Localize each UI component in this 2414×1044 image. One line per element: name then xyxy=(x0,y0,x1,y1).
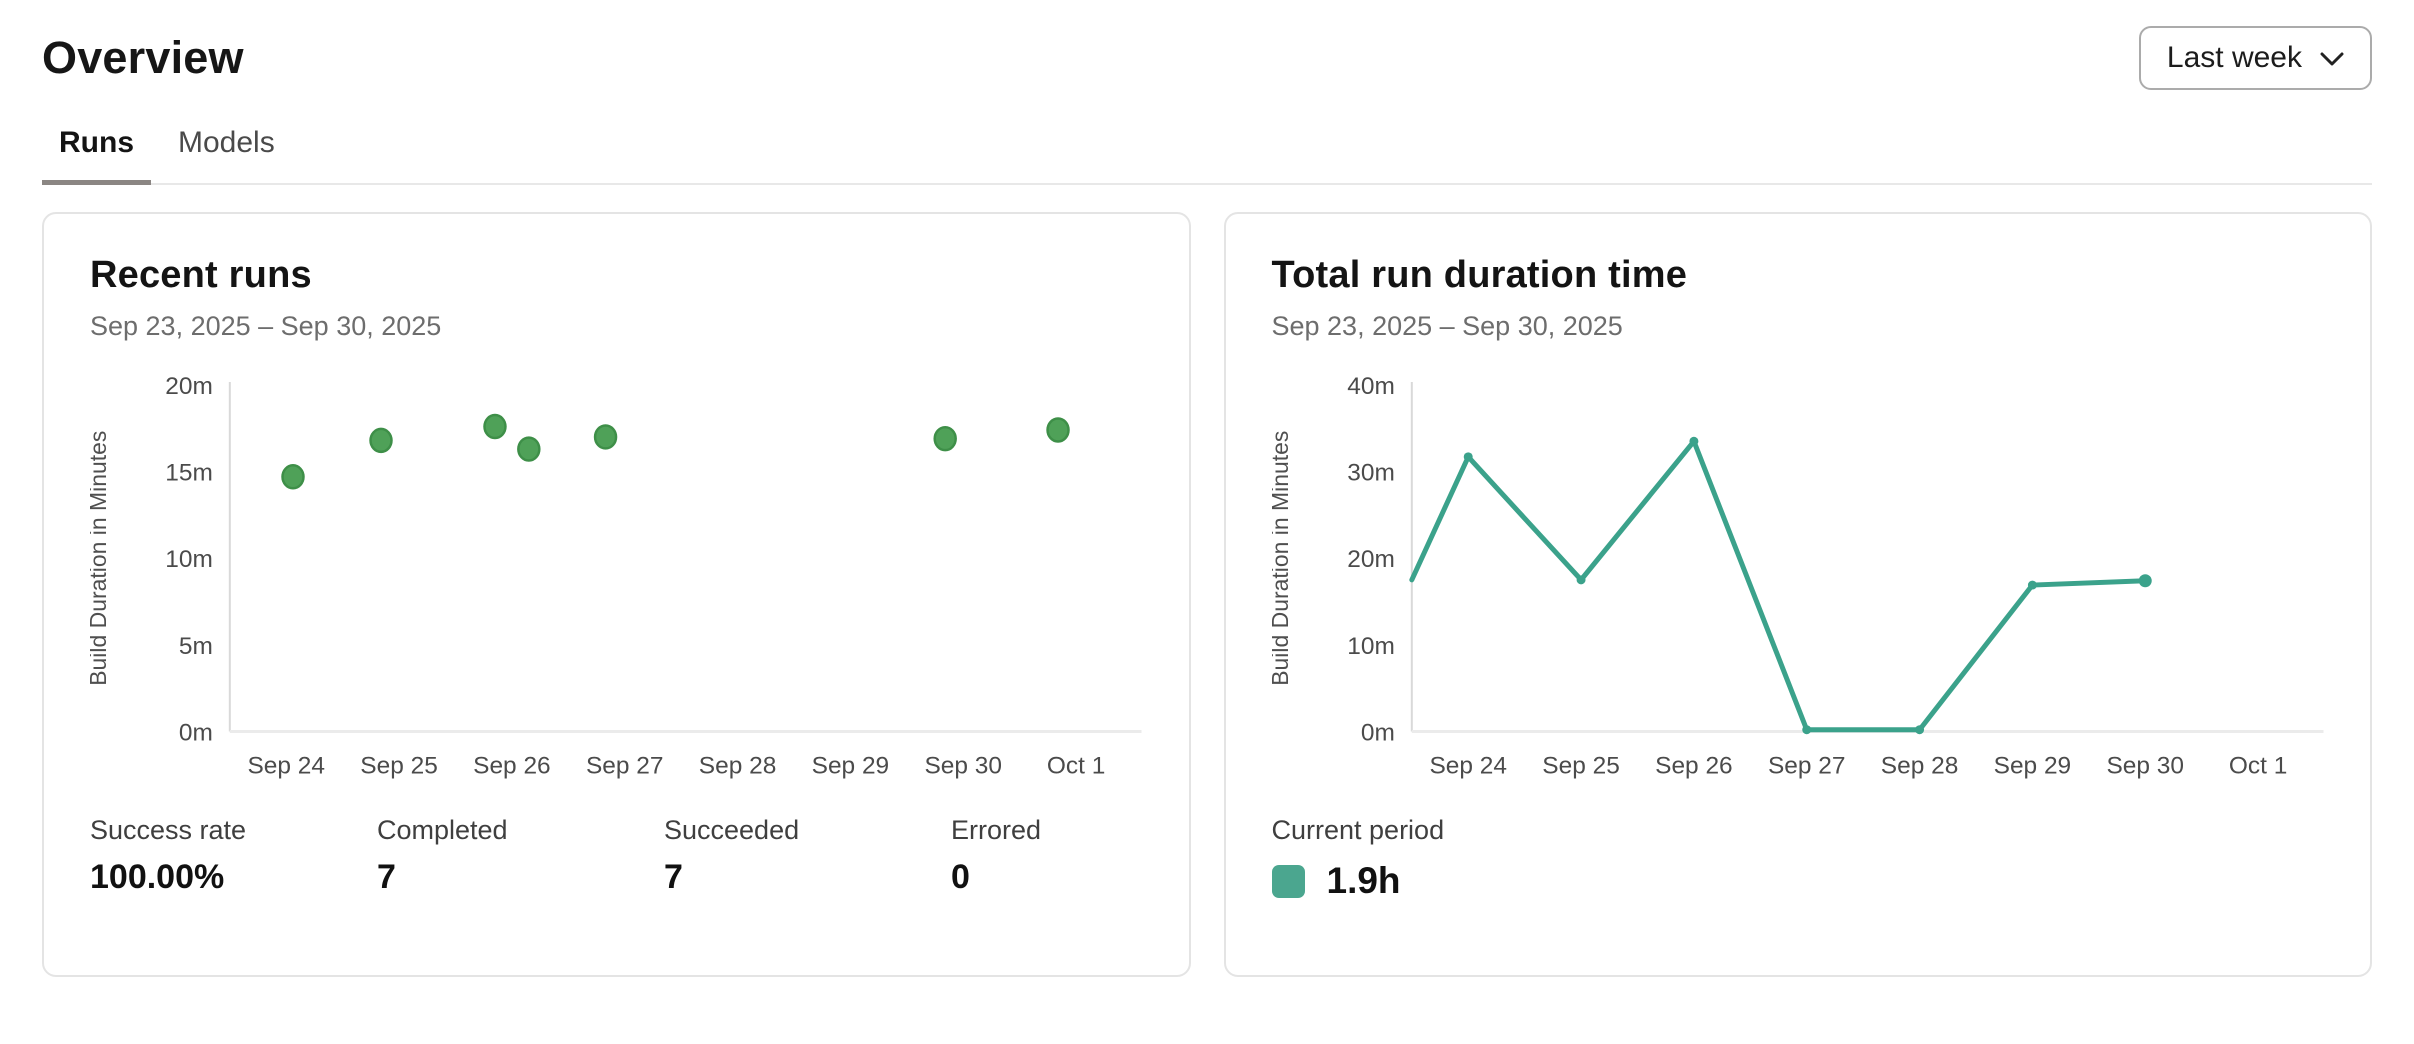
svg-text:Sep 25: Sep 25 xyxy=(1542,752,1620,779)
svg-text:Sep 24: Sep 24 xyxy=(247,752,325,779)
svg-text:40m: 40m xyxy=(1347,373,1395,400)
svg-text:5m: 5m xyxy=(179,633,213,660)
svg-text:Sep 27: Sep 27 xyxy=(586,752,664,779)
svg-text:Sep 30: Sep 30 xyxy=(2106,752,2184,779)
stat-label: Succeeded xyxy=(664,815,800,846)
svg-text:30m: 30m xyxy=(1347,460,1395,487)
stat-succeeded: Succeeded 7 xyxy=(664,815,951,897)
svg-text:Sep 28: Sep 28 xyxy=(699,752,777,779)
stat-value: 100.00% xyxy=(90,858,225,897)
stat-label: Errored xyxy=(951,815,1042,846)
svg-text:Build Duration in Minutes: Build Duration in Minutes xyxy=(90,431,111,686)
period-selector-label: Last week xyxy=(2166,41,2302,74)
svg-text:Sep 28: Sep 28 xyxy=(1880,752,1958,779)
current-period-legend: Current period 1.9h xyxy=(1271,815,2325,902)
svg-text:Sep 26: Sep 26 xyxy=(473,752,551,779)
total-run-duration-line-chart: 0m 10m 20m 30m 40m Sep 24 Sep 25 Sep 26 Sep 27 Se… xyxy=(1272,373,2323,779)
chevron-down-icon xyxy=(2320,52,2344,65)
svg-text:10m: 10m xyxy=(1347,633,1395,660)
svg-text:Sep 25: Sep 25 xyxy=(360,752,438,779)
recent-runs-date-range: Sep 23, 2025 – Sep 30, 2025 xyxy=(90,311,442,341)
total-run-duration-card: Total run duration time Sep 23, 2025 – S… xyxy=(1223,212,2372,977)
current-period-swatch xyxy=(1271,864,1305,898)
legend-label: Current period xyxy=(1271,815,1445,846)
svg-text:20m: 20m xyxy=(165,373,213,400)
stat-errored: Errored 0 xyxy=(951,815,1189,897)
total-run-duration-date-range: Sep 23, 2025 – Sep 30, 2025 xyxy=(1271,311,1623,341)
svg-text:Build Duration in Minutes: Build Duration in Minutes xyxy=(1272,431,1293,686)
tab-runs[interactable]: Runs xyxy=(42,120,151,185)
svg-text:Sep 29: Sep 29 xyxy=(1993,752,2071,779)
svg-text:Sep 24: Sep 24 xyxy=(1429,752,1507,779)
svg-text:10m: 10m xyxy=(165,546,213,573)
tab-bar: Runs Models xyxy=(42,120,2372,185)
svg-text:Sep 30: Sep 30 xyxy=(924,752,1002,779)
legend-value: 1.9h xyxy=(1326,860,1401,902)
svg-text:Sep 26: Sep 26 xyxy=(1655,752,1733,779)
stat-value: 7 xyxy=(377,858,396,897)
page-header: Overview Last week xyxy=(0,0,2414,90)
stat-success-rate: Success rate 100.00% xyxy=(90,815,377,897)
svg-text:Oct 1: Oct 1 xyxy=(2228,752,2286,779)
cards-container: Recent runs Sep 23, 2025 – Sep 30, 2025 … xyxy=(42,212,2372,977)
stat-completed: Completed 7 xyxy=(377,815,664,897)
period-selector-dropdown[interactable]: Last week xyxy=(2138,26,2372,90)
svg-text:20m: 20m xyxy=(1347,546,1395,573)
stat-value: 7 xyxy=(664,858,683,897)
recent-runs-title: Recent runs xyxy=(90,254,312,296)
stat-label: Completed xyxy=(377,815,508,846)
tab-models[interactable]: Models xyxy=(178,126,275,159)
recent-runs-scatter-chart: 0m 5m 10m 15m 20m Sep 24 Sep 25 Sep 26 Sep 27 Sep… xyxy=(90,373,1142,779)
recent-runs-card: Recent runs Sep 23, 2025 – Sep 30, 2025 … xyxy=(42,212,1191,977)
svg-text:Sep 29: Sep 29 xyxy=(812,752,890,779)
stat-value: 0 xyxy=(951,858,970,897)
svg-text:15m: 15m xyxy=(165,460,213,487)
recent-runs-stats: Success rate 100.00% Completed 7 Succeed… xyxy=(90,815,1143,897)
page-title: Overview xyxy=(42,32,244,83)
svg-text:Oct 1: Oct 1 xyxy=(1047,752,1105,779)
svg-text:0m: 0m xyxy=(1360,719,1394,746)
svg-text:Sep 27: Sep 27 xyxy=(1767,752,1845,779)
svg-text:0m: 0m xyxy=(179,719,213,746)
total-run-duration-title: Total run duration time xyxy=(1271,254,1688,296)
legend-row: 1.9h xyxy=(1271,860,2325,902)
stat-label: Success rate xyxy=(90,815,247,846)
